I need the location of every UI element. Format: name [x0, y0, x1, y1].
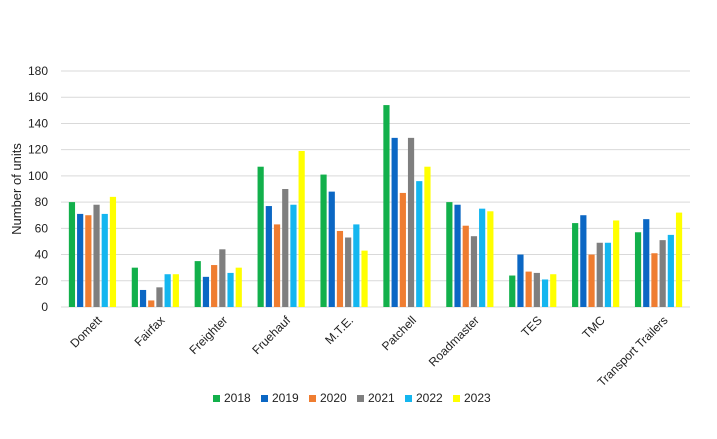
bar-2023-domett [109, 196, 117, 307]
bar-2022-fruehauf [290, 204, 297, 307]
bar-2022-fairfax [164, 274, 171, 307]
bar-2018-tes [509, 275, 516, 307]
x-category-label: Patchell [379, 313, 419, 353]
bar-2022-tmc [604, 242, 612, 307]
x-category-label: TES [518, 313, 544, 339]
legend-label-2020: 2020 [320, 391, 347, 405]
x-category-label: Fruehauf [249, 313, 293, 357]
bar-2018-patchell [383, 105, 390, 307]
bar-2020-freighter [211, 265, 218, 307]
bar-2020-domett [85, 215, 92, 307]
bar-2019-tes [517, 254, 524, 307]
bar-2021-m-t-e- [345, 237, 352, 307]
legend-swatch-2023 [453, 395, 460, 402]
x-category-label: M.T.E. [322, 313, 356, 347]
x-category-label: Freighter [187, 313, 231, 357]
bar-2020-fruehauf [273, 224, 281, 307]
bar-2021-fairfax [156, 287, 163, 307]
legend-label-2019: 2019 [272, 391, 299, 405]
bar-2018-fairfax [131, 267, 138, 307]
bar-2020-tmc [588, 254, 595, 307]
bar-2022-patchell [416, 181, 423, 307]
bar-2019-freighter [202, 276, 210, 307]
y-tick-label: 140 [28, 116, 48, 130]
bar-2019-transport-trailers [643, 219, 650, 307]
bar-2020-transport-trailers [651, 253, 658, 307]
x-category-label: Roadmaster [426, 313, 482, 369]
bar-2020-patchell [399, 192, 406, 307]
bar-2018-fruehauf [257, 166, 264, 307]
bar-2021-transport-trailers [659, 240, 666, 307]
bar-2020-m-t-e- [336, 230, 344, 307]
bar-2021-tes [533, 272, 540, 307]
bar-2021-tmc [596, 242, 603, 307]
bar-2022-tes [541, 279, 549, 307]
bar-2018-transport-trailers [634, 232, 642, 307]
bar-2022-m-t-e- [353, 224, 360, 307]
bar-2023-fruehauf [298, 150, 305, 307]
bar-2021-domett [93, 204, 100, 307]
bar-2019-fairfax [139, 289, 147, 307]
bar-2022-domett [101, 213, 108, 307]
x-category-label: TMC [579, 313, 608, 342]
bar-2019-roadmaster [454, 204, 461, 307]
legend-swatch-2022 [405, 395, 412, 402]
bar-2023-transport-trailers [675, 212, 683, 307]
bar-2020-roadmaster [462, 225, 469, 307]
y-tick-label: 60 [35, 221, 49, 235]
bar-2018-freighter [194, 261, 201, 307]
legend-swatch-2021 [357, 395, 364, 402]
bar-2023-m-t-e- [361, 250, 368, 307]
bar-2023-tes [550, 274, 557, 307]
y-tick-label: 100 [28, 169, 48, 183]
bar-2022-transport-trailers [667, 234, 674, 307]
y-tick-label: 120 [28, 143, 48, 157]
y-tick-label: 160 [28, 90, 48, 104]
bar-2018-roadmaster [446, 202, 453, 307]
bar-2020-fairfax [148, 300, 155, 307]
bar-2019-patchell [391, 137, 398, 307]
y-tick-label: 180 [28, 64, 48, 78]
gridlines [61, 70, 690, 308]
y-axis-label: Number of units [9, 143, 24, 235]
legend-label-2021: 2021 [368, 391, 395, 405]
y-tick-label: 0 [41, 300, 48, 314]
legend-label-2023: 2023 [464, 391, 491, 405]
bar-2018-domett [68, 202, 76, 307]
bar-2019-tmc [580, 215, 587, 307]
legend-swatch-2018 [213, 395, 220, 402]
bar-2021-freighter [219, 249, 226, 307]
bar-2021-patchell [407, 137, 415, 307]
legend-label-2022: 2022 [416, 391, 443, 405]
bar-2023-freighter [235, 267, 242, 307]
bar-2022-roadmaster [479, 208, 486, 307]
x-category-label: Domett [67, 313, 105, 351]
x-category-label: Fairfax [132, 313, 168, 349]
bar-2020-tes [525, 271, 532, 307]
bar-2023-roadmaster [487, 211, 494, 307]
bars [68, 105, 683, 307]
y-tick-label: 20 [35, 274, 49, 288]
legend: 2018 2019 2020 2021 2022 2023 [213, 391, 491, 405]
bar-2019-m-t-e- [328, 191, 335, 307]
legend-label-2018: 2018 [224, 391, 251, 405]
bar-2018-tmc [572, 223, 579, 307]
legend-swatch-2020 [309, 395, 316, 402]
bar-2018-m-t-e- [320, 174, 327, 307]
y-tick-label: 40 [35, 248, 49, 262]
bar-2022-freighter [227, 272, 234, 307]
bar-2023-tmc [613, 220, 620, 307]
bar-2019-fruehauf [265, 206, 272, 307]
bar-2019-domett [77, 213, 84, 307]
legend-swatch-2019 [261, 395, 268, 402]
x-axis-categories: Domett Fairfax Freighter Fruehauf M.T.E. Patc… [67, 313, 670, 390]
bar-2023-fairfax [172, 274, 179, 307]
bar-2023-patchell [424, 166, 431, 307]
bar-2021-roadmaster [470, 236, 478, 307]
y-tick-label: 80 [35, 195, 49, 209]
y-axis-ticks: 0 20 40 60 80 100 120 140 160 180 [28, 64, 48, 314]
bar-2021-fruehauf [282, 189, 289, 307]
